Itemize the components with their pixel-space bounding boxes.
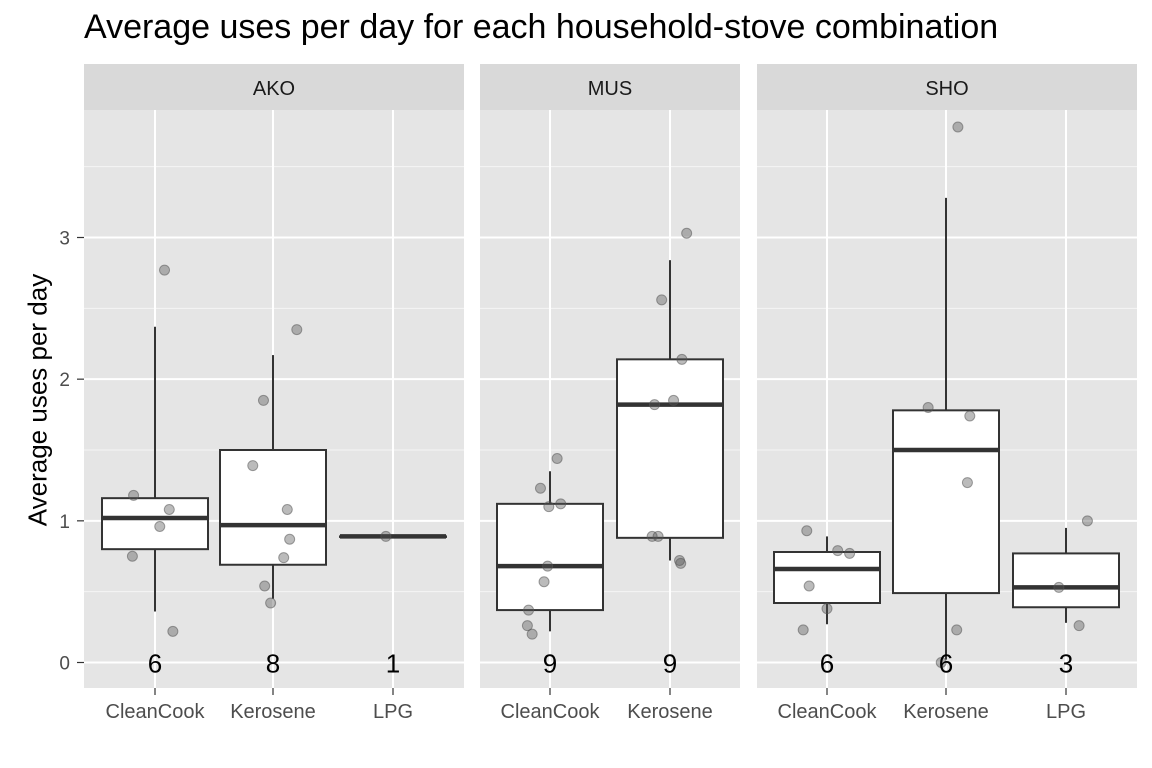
- data-point: [534, 482, 546, 494]
- count-label: 9: [663, 649, 677, 679]
- x-tick-label: Kerosene: [627, 701, 713, 723]
- box-sho-lpg: 3: [1012, 515, 1120, 679]
- data-point: [801, 525, 813, 537]
- count-label: 6: [148, 649, 162, 679]
- x-tick-label: Kerosene: [903, 701, 989, 723]
- data-point: [1081, 515, 1093, 527]
- count-label: 8: [266, 649, 280, 679]
- data-point: [952, 121, 964, 133]
- data-point: [668, 394, 680, 406]
- data-point: [521, 620, 533, 632]
- chart-title: Average uses per day for each household-…: [84, 8, 999, 46]
- facet-ako: AKO 6 CleanCook 8 Kerosene 1 LPG: [84, 64, 464, 723]
- data-point: [291, 324, 303, 336]
- data-point: [832, 545, 844, 557]
- data-point: [543, 501, 555, 513]
- box-mus-cleancook: 9: [496, 453, 604, 679]
- data-point: [555, 498, 567, 510]
- x-tick-label: CleanCook: [778, 701, 878, 723]
- data-point: [523, 604, 535, 616]
- data-point: [1053, 581, 1065, 593]
- data-point: [646, 530, 658, 542]
- y-tick-label: 1: [59, 512, 70, 533]
- facet-strip-label: AKO: [253, 78, 295, 100]
- box-iqr: [1012, 552, 1120, 609]
- data-point: [922, 402, 934, 413]
- box-sho-kerosene: 6: [892, 121, 1000, 679]
- x-tick-label: Kerosene: [230, 701, 316, 723]
- data-point: [1073, 620, 1085, 632]
- count-label: 3: [1059, 649, 1073, 679]
- data-point: [526, 628, 538, 640]
- data-point: [964, 410, 976, 422]
- data-point: [951, 624, 963, 636]
- count-label: 6: [939, 649, 953, 679]
- count-label: 6: [820, 649, 834, 679]
- data-point: [265, 597, 277, 609]
- data-point: [278, 552, 290, 564]
- data-point: [675, 557, 687, 569]
- y-tick-label: 2: [59, 370, 70, 391]
- box-iqr: [101, 497, 209, 551]
- count-label: 9: [543, 649, 557, 679]
- data-point: [380, 530, 392, 542]
- facet-strip-label: SHO: [925, 78, 968, 100]
- data-point: [257, 394, 269, 406]
- data-point: [803, 580, 815, 592]
- data-point: [821, 603, 833, 615]
- data-point: [935, 657, 947, 668]
- box-iqr: [892, 409, 1000, 595]
- data-point: [652, 530, 664, 542]
- data-point: [681, 227, 693, 239]
- box-sho-cleancook: 6: [773, 525, 881, 679]
- data-point: [154, 521, 166, 532]
- data-point: [247, 460, 259, 472]
- data-point: [284, 533, 296, 545]
- x-tick-label: LPG: [373, 701, 413, 723]
- facet-strip-label: MUS: [588, 78, 632, 100]
- y-tick-label: 3: [59, 229, 70, 250]
- data-point: [259, 580, 271, 592]
- box-ako-kerosene: 8: [219, 324, 327, 679]
- facet-sho: SHO 6 CleanCook 6 Kerosene 3 LPG: [757, 64, 1137, 723]
- facet-mus: MUS 9 CleanCook 9 Kerosene: [480, 64, 740, 723]
- data-point: [551, 453, 563, 464]
- box-ako-lpg: 1: [339, 530, 447, 679]
- x-tick-label: CleanCook: [106, 701, 206, 723]
- box-iqr: [219, 449, 327, 566]
- facet-strip: [84, 64, 464, 110]
- y-tick-label: 0: [59, 654, 70, 675]
- box-mus-kerosene: 9: [616, 227, 724, 679]
- box-iqr: [616, 358, 724, 539]
- data-point: [797, 624, 809, 636]
- data-point: [538, 576, 550, 588]
- data-point: [656, 294, 668, 306]
- data-point: [281, 504, 293, 515]
- data-point: [844, 547, 856, 559]
- data-point: [649, 399, 661, 411]
- data-point: [126, 550, 138, 562]
- facet-strip: [757, 64, 1137, 110]
- facet-strip: [480, 64, 740, 110]
- data-point: [159, 264, 171, 276]
- data-point: [128, 489, 140, 501]
- box-ako-cleancook: 6: [101, 264, 209, 679]
- data-point: [961, 477, 973, 489]
- box-iqr: [773, 551, 881, 604]
- x-tick-label: LPG: [1046, 701, 1086, 723]
- data-point: [542, 560, 554, 572]
- x-tick-label: CleanCook: [501, 701, 601, 723]
- data-point: [163, 504, 175, 515]
- data-point: [167, 625, 179, 637]
- count-label: 1: [386, 649, 400, 679]
- box-iqr: [496, 502, 604, 612]
- data-point: [676, 353, 688, 365]
